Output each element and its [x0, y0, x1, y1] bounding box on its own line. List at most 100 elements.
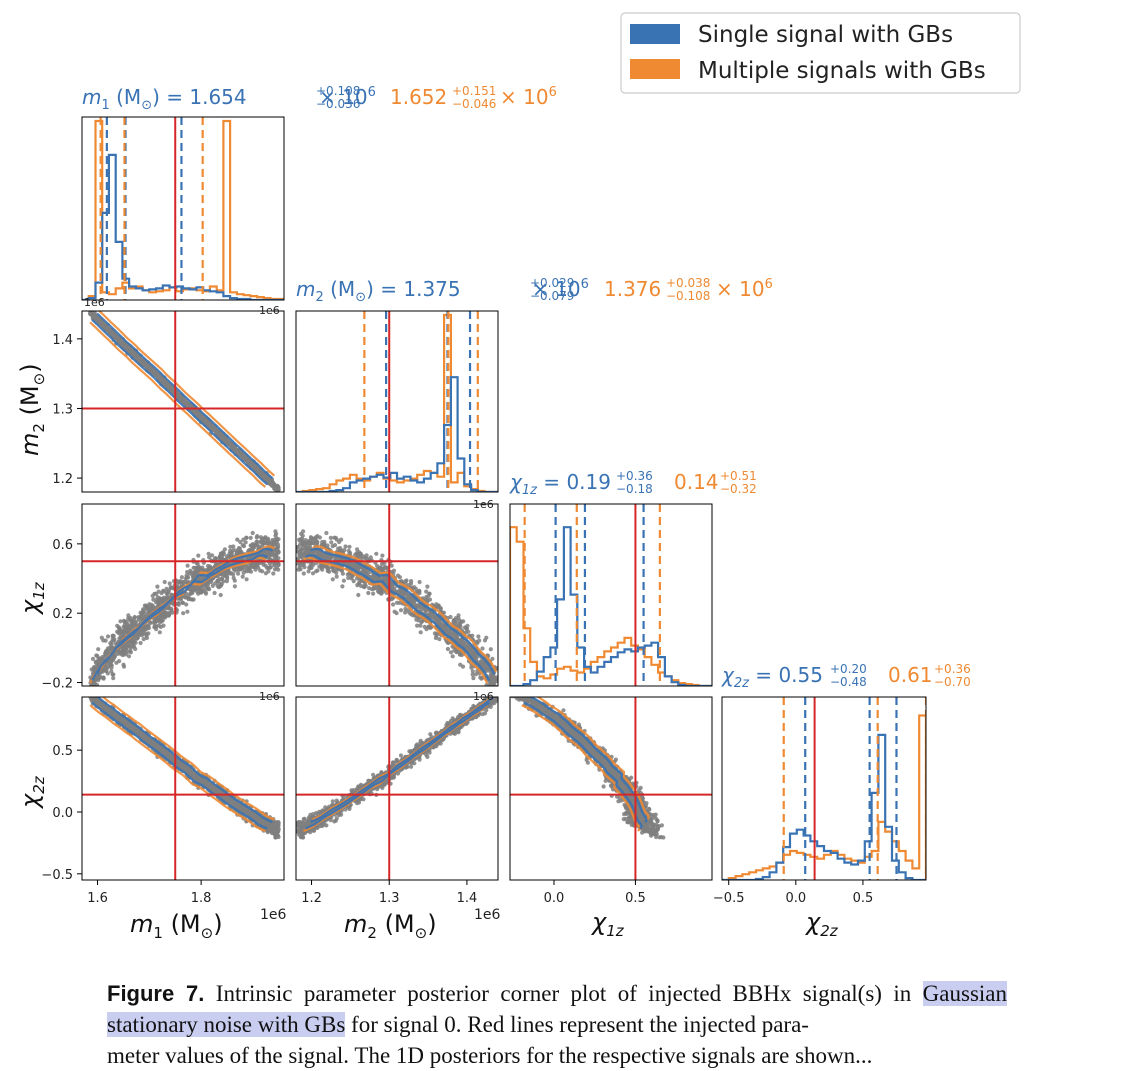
sample-point [371, 592, 375, 596]
sample-point [141, 607, 145, 611]
sample-point [271, 482, 275, 486]
panel-chi1z-hist [510, 504, 712, 686]
sample-point [232, 576, 236, 580]
sample-point [98, 675, 102, 679]
sample-point [94, 688, 98, 692]
sample-point [343, 544, 347, 548]
sample-point [352, 579, 356, 583]
title-chi1z: χ1z = 0.19 +0.36 −0.18 0.14 +0.51 −0.32 [509, 469, 757, 498]
sample-point [115, 630, 119, 634]
sample-point [111, 637, 115, 641]
sample-point [391, 602, 395, 606]
panel-chi1z-vs-m2 [293, 504, 501, 706]
sample-point [480, 646, 484, 650]
sample-point [318, 535, 322, 539]
sample-point [160, 591, 164, 595]
sample-point [395, 611, 399, 615]
sample-point [266, 478, 270, 482]
sample-point [271, 571, 275, 575]
sample-point [255, 535, 259, 539]
hist-blue [510, 527, 712, 686]
sample-point [404, 578, 408, 582]
sample-point [98, 320, 102, 324]
sample-point [93, 681, 97, 685]
sample-point [356, 593, 360, 597]
sample-point [208, 566, 212, 570]
sample-point [206, 586, 210, 590]
sample-point [415, 624, 419, 628]
sample-point [181, 611, 185, 615]
sample-point [90, 687, 94, 691]
title-m2-single-power: × 106 [532, 277, 589, 301]
sample-point [119, 628, 123, 632]
sample-point [310, 566, 314, 570]
sample-point [419, 620, 423, 624]
sample-point [169, 586, 173, 590]
sample-point [142, 615, 146, 619]
sample-point [297, 568, 301, 572]
sample-point [273, 529, 277, 533]
sample-point [276, 556, 280, 560]
sample-point [110, 672, 114, 676]
sample-point [94, 653, 98, 657]
title-chi2z-single-upper: +0.20 [830, 662, 867, 676]
sample-point [365, 553, 369, 557]
sample-point [244, 536, 248, 540]
hist-blue [82, 155, 284, 300]
sample-point [88, 691, 92, 695]
sample-point [354, 565, 358, 569]
sample-point [301, 529, 305, 533]
sample-point [227, 570, 231, 574]
sample-point [316, 568, 320, 572]
sample-point [233, 584, 237, 588]
sample-point [446, 647, 450, 651]
sample-point [225, 579, 229, 583]
sample-point [140, 633, 144, 637]
title-m2-single: m2 (M⊙) = 1.375 [296, 277, 461, 305]
sample-point [154, 627, 158, 631]
sample-point [249, 536, 253, 540]
sample-point [332, 536, 336, 540]
sample-point [108, 329, 112, 333]
title-m1-multiple-power: × 106 [500, 85, 557, 109]
sample-point [264, 571, 268, 575]
sample-point [445, 628, 449, 632]
sample-point [355, 547, 359, 551]
sample-point [192, 566, 196, 570]
sample-point [341, 572, 345, 576]
sample-point [276, 568, 280, 572]
sample-point [131, 350, 135, 354]
sample-point [126, 644, 130, 648]
sample-point [326, 569, 330, 573]
sample-point [315, 540, 319, 544]
sample-point [474, 672, 478, 676]
sample-point [216, 584, 220, 588]
sample-point [124, 652, 128, 656]
hist-blue [296, 377, 498, 492]
sample-point [131, 622, 135, 626]
sample-point [347, 545, 351, 549]
sample-point [471, 676, 475, 680]
sample-point [92, 691, 96, 695]
sample-point [159, 598, 163, 602]
sample-point [307, 569, 311, 573]
sample-point [489, 647, 493, 651]
sample-point [265, 566, 269, 570]
sample-point [210, 553, 214, 557]
title-chi1z-multiple-upper: +0.51 [720, 469, 757, 483]
sample-point [247, 569, 251, 573]
title-chi1z-single-lower: −0.18 [616, 482, 653, 496]
sample-point [88, 312, 92, 316]
sample-point [148, 621, 152, 625]
sample-point [229, 551, 233, 555]
title-chi2z-single-lower: −0.48 [830, 675, 867, 689]
sample-point [123, 625, 127, 629]
contour-line [90, 322, 265, 487]
sample-point [93, 313, 97, 317]
sample-point [471, 651, 475, 655]
sample-point [108, 645, 112, 649]
sample-point [163, 610, 167, 614]
sample-point [91, 657, 95, 661]
sample-point [168, 581, 172, 585]
sample-point [106, 634, 110, 638]
